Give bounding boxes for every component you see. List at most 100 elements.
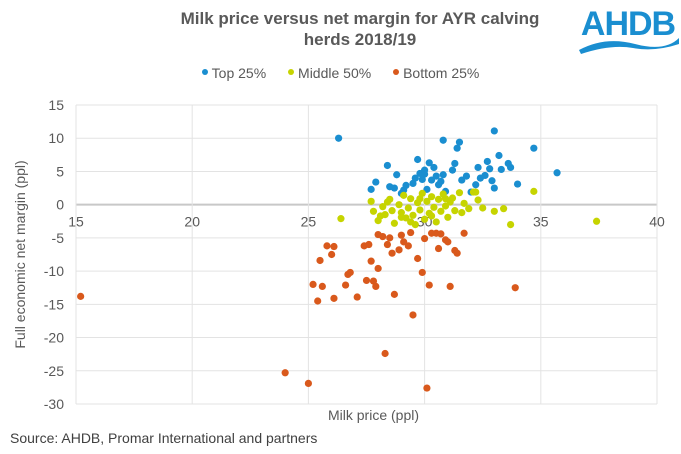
data-point-bottom bbox=[323, 242, 331, 250]
legend-label-bottom: Bottom 25% bbox=[403, 65, 480, 81]
data-point-top bbox=[455, 138, 464, 146]
legend-label-middle: Middle 50% bbox=[298, 65, 372, 81]
data-point-middle bbox=[474, 196, 482, 204]
data-point-top bbox=[411, 174, 419, 182]
data-point-bottom bbox=[407, 228, 415, 237]
data-point-middle bbox=[388, 207, 396, 215]
data-point-top bbox=[497, 165, 505, 174]
data-point-middle bbox=[421, 215, 429, 223]
data-point-bottom bbox=[314, 297, 322, 305]
data-point-top bbox=[488, 177, 496, 185]
data-point-top bbox=[451, 159, 459, 168]
data-point-bottom bbox=[404, 242, 412, 250]
data-point-top bbox=[430, 163, 438, 172]
data-point-top bbox=[367, 185, 375, 193]
data-point-bottom bbox=[374, 264, 382, 273]
ahdb-logo-wave-icon bbox=[579, 38, 679, 54]
data-point-top bbox=[448, 166, 457, 174]
x-tick-label: 25 bbox=[301, 214, 317, 230]
y-tick-label: -5 bbox=[52, 230, 65, 246]
legend-item-middle: Middle 50% bbox=[288, 65, 371, 81]
y-tick-label: 10 bbox=[48, 130, 64, 146]
data-point-middle bbox=[337, 215, 345, 223]
data-point-middle bbox=[423, 197, 431, 205]
y-tick-label: 0 bbox=[56, 197, 64, 213]
data-point-bottom bbox=[341, 281, 350, 289]
x-tick-label: 35 bbox=[533, 214, 549, 230]
data-point-bottom bbox=[383, 240, 392, 249]
source-note: Source: AHDB, Promar International and p… bbox=[10, 430, 318, 446]
data-point-top bbox=[472, 181, 480, 189]
data-point-middle bbox=[592, 217, 601, 225]
legend-marker-bottom bbox=[393, 69, 400, 76]
data-point-middle bbox=[427, 212, 436, 220]
data-point-middle bbox=[430, 203, 438, 211]
data-point-bottom bbox=[511, 284, 519, 292]
data-point-bottom bbox=[386, 234, 394, 242]
data-point-bottom bbox=[318, 282, 326, 290]
data-point-top bbox=[439, 136, 447, 144]
y-tick-label: -30 bbox=[44, 396, 64, 412]
data-point-middle bbox=[490, 207, 498, 215]
data-point-bottom bbox=[409, 311, 417, 319]
data-point-bottom bbox=[414, 254, 422, 263]
data-point-middle bbox=[506, 221, 515, 229]
data-point-middle bbox=[444, 213, 452, 221]
data-point-middle bbox=[407, 195, 415, 203]
data-point-bottom bbox=[316, 256, 324, 265]
data-point-top bbox=[453, 144, 461, 152]
data-point-bottom bbox=[281, 369, 289, 377]
data-point-top bbox=[402, 181, 410, 189]
data-point-bottom bbox=[372, 282, 380, 290]
x-tick-label: 15 bbox=[68, 214, 84, 230]
data-point-middle bbox=[369, 207, 378, 215]
data-point-bottom bbox=[330, 294, 338, 302]
data-point-middle bbox=[397, 213, 405, 221]
data-point-middle bbox=[390, 219, 398, 227]
data-point-bottom bbox=[365, 240, 373, 249]
data-point-middle bbox=[379, 203, 387, 211]
data-point-middle bbox=[500, 205, 508, 213]
data-point-bottom bbox=[330, 242, 338, 251]
data-point-bottom bbox=[353, 293, 361, 301]
legend-label-top: Top 25% bbox=[211, 65, 267, 81]
data-point-bottom bbox=[423, 384, 431, 392]
data-point-middle bbox=[427, 193, 436, 201]
data-point-middle bbox=[395, 201, 403, 209]
data-point-bottom bbox=[434, 244, 443, 253]
legend-marker-middle bbox=[288, 69, 295, 76]
data-point-middle bbox=[460, 199, 468, 207]
data-point-middle bbox=[409, 211, 417, 219]
x-tick-label: 40 bbox=[649, 214, 665, 230]
data-point-bottom bbox=[418, 268, 426, 277]
y-tick-label: 5 bbox=[56, 163, 64, 179]
data-point-bottom bbox=[453, 249, 461, 257]
data-point-bottom bbox=[367, 257, 375, 265]
data-point-middle bbox=[441, 195, 450, 203]
data-point-bottom bbox=[425, 281, 433, 289]
data-point-top bbox=[553, 169, 561, 177]
data-point-top bbox=[490, 184, 498, 192]
data-point-top bbox=[490, 127, 498, 135]
data-point-top bbox=[425, 159, 433, 167]
data-point-top bbox=[437, 177, 445, 186]
data-point-middle bbox=[407, 218, 415, 226]
data-point-bottom bbox=[397, 231, 405, 239]
chart-title-line1: Milk price versus net margin for AYR cal… bbox=[180, 9, 540, 28]
data-point-top bbox=[372, 178, 380, 186]
data-point-middle bbox=[437, 207, 445, 215]
data-point-middle bbox=[465, 205, 473, 213]
y-tick-label: -25 bbox=[44, 363, 64, 379]
data-point-top bbox=[486, 165, 494, 173]
data-point-top bbox=[483, 157, 491, 166]
data-point-top bbox=[506, 163, 515, 172]
data-point-bottom bbox=[309, 280, 317, 288]
data-point-top bbox=[421, 170, 429, 178]
data-point-middle bbox=[416, 206, 424, 214]
data-point-bottom bbox=[421, 234, 429, 243]
data-point-middle bbox=[400, 191, 408, 199]
chart-title-line2: herds 2018/19 bbox=[303, 30, 417, 49]
data-point-top bbox=[383, 161, 392, 170]
data-point-top bbox=[414, 155, 422, 164]
